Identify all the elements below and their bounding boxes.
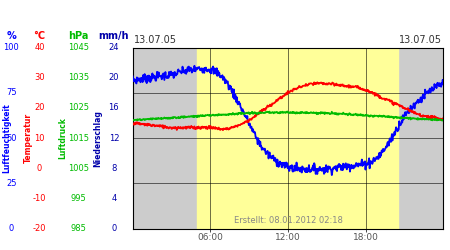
Text: 995: 995 xyxy=(71,194,86,203)
Text: °C: °C xyxy=(34,31,45,41)
Text: 20: 20 xyxy=(108,73,119,82)
Text: 20: 20 xyxy=(34,104,45,112)
Text: Luftdruck: Luftdruck xyxy=(58,117,68,159)
Text: 1015: 1015 xyxy=(68,134,89,142)
Text: Luftfeuchtigkeit: Luftfeuchtigkeit xyxy=(2,103,11,173)
Text: 13.07.05: 13.07.05 xyxy=(134,35,177,45)
Text: 100: 100 xyxy=(4,43,19,52)
Text: 10: 10 xyxy=(34,134,45,142)
Text: 24: 24 xyxy=(108,43,119,52)
Text: 40: 40 xyxy=(34,43,45,52)
Text: 8: 8 xyxy=(111,164,117,173)
Text: hPa: hPa xyxy=(68,31,89,41)
Text: 16: 16 xyxy=(108,104,119,112)
Text: mm/h: mm/h xyxy=(99,31,129,41)
Text: 4: 4 xyxy=(111,194,117,203)
Text: 0: 0 xyxy=(37,164,42,173)
Text: Erstellt: 08.01.2012 02:18: Erstellt: 08.01.2012 02:18 xyxy=(234,216,342,225)
Text: 25: 25 xyxy=(6,179,17,188)
Text: 1045: 1045 xyxy=(68,43,89,52)
Text: %: % xyxy=(6,31,16,41)
Text: 30: 30 xyxy=(34,73,45,82)
Text: 0: 0 xyxy=(111,224,117,233)
Text: 50: 50 xyxy=(6,134,17,142)
Text: 1025: 1025 xyxy=(68,104,89,112)
Text: 1005: 1005 xyxy=(68,164,89,173)
Text: 12: 12 xyxy=(108,134,119,142)
Text: -10: -10 xyxy=(33,194,46,203)
Text: -20: -20 xyxy=(33,224,46,233)
Text: 1035: 1035 xyxy=(68,73,89,82)
Text: 0: 0 xyxy=(9,224,14,233)
Text: 985: 985 xyxy=(71,224,87,233)
Bar xyxy=(198,48,398,229)
Text: 13.07.05: 13.07.05 xyxy=(399,35,442,45)
Text: Niederschlag: Niederschlag xyxy=(93,110,102,166)
Text: 75: 75 xyxy=(6,88,17,97)
Text: Temperatur: Temperatur xyxy=(23,113,32,163)
